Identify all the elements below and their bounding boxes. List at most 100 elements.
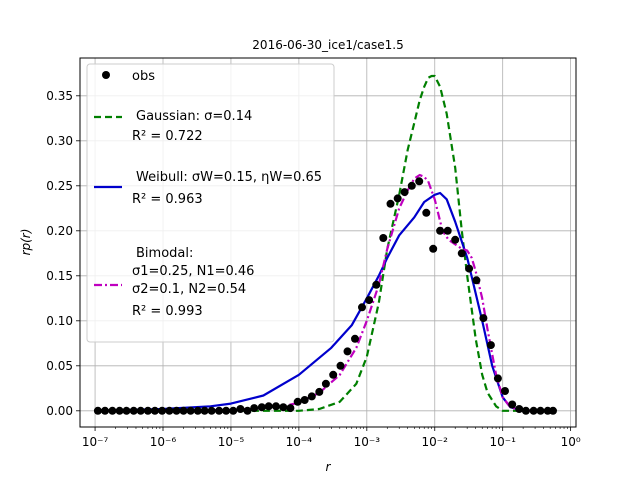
obs-point — [150, 406, 159, 415]
legend-label-bimodal-1: Bimodal: — [136, 246, 193, 261]
legend-label-bimodal-3: σ2=0.1, N2=0.54 — [132, 282, 246, 297]
obs-point — [143, 406, 152, 415]
obs-point — [300, 396, 309, 404]
plot-frame — [79, 57, 577, 428]
legend-label-bimodal-2: σ1=0.25, N1=0.46 — [132, 264, 254, 279]
obs-point — [315, 387, 324, 396]
legend-label-weibull-1: Weibull: σW=0.15, ηW=0.65 — [136, 170, 322, 185]
obs-point — [129, 406, 138, 415]
obs-point — [501, 387, 509, 395]
x-tick-label: 10⁻⁴ — [286, 435, 313, 449]
obs-point — [493, 374, 502, 383]
obs-point — [365, 296, 374, 305]
obs-point — [136, 406, 145, 415]
obs-point — [257, 403, 266, 412]
obs-point — [393, 194, 402, 203]
legend-label-bimodal-4: R² = 0.993 — [132, 304, 203, 319]
y-tick-label: 0.25 — [46, 179, 73, 193]
x-tick-label: 10⁻⁷ — [82, 435, 109, 449]
obs-point — [443, 226, 452, 235]
obs-point — [115, 406, 124, 415]
y-tick-label: 0.20 — [46, 224, 73, 238]
obs-point — [351, 334, 359, 343]
y-tick-label: 0.05 — [46, 359, 73, 373]
obs-point — [436, 226, 445, 235]
obs-point — [264, 402, 273, 411]
y-tick-label: 0.10 — [46, 314, 73, 328]
obs-point — [186, 406, 195, 415]
obs-point — [307, 392, 316, 401]
y-axis-label: rp(r) — [19, 229, 33, 256]
obs-point — [529, 406, 538, 415]
plot-series — [93, 74, 557, 415]
obs-point — [172, 406, 181, 415]
y-tick-label: 0.15 — [46, 269, 73, 283]
obs-point — [415, 177, 424, 186]
legend: obs Gaussian: σ=0.14 R² = 0.722 Weibull:… — [86, 63, 335, 343]
obs-point — [358, 303, 366, 312]
obs-point — [272, 402, 280, 411]
obs-point — [479, 314, 488, 323]
x-tick-label: 10⁻¹ — [489, 435, 516, 449]
obs-point — [222, 406, 231, 415]
obs-point — [93, 406, 102, 415]
obs-point — [165, 406, 174, 415]
x-tick-label: 10⁻³ — [354, 435, 381, 449]
obs-point — [215, 406, 224, 415]
obs-point — [279, 403, 288, 412]
obs-point — [321, 379, 330, 388]
obs-point — [372, 280, 381, 289]
y-tick-label: 0.00 — [46, 404, 73, 418]
obs-point — [243, 406, 252, 415]
chart-title: 2016-06-30_ice1/case1.5 — [252, 38, 403, 52]
obs-point — [236, 405, 245, 413]
obs-point — [336, 361, 345, 370]
obs-point — [286, 404, 295, 413]
obs-point — [521, 406, 530, 415]
x-tick-label: 10⁻² — [422, 435, 449, 449]
obs-point — [536, 406, 545, 415]
obs-point — [179, 406, 188, 415]
obs-point — [465, 264, 474, 273]
obs-point — [158, 406, 167, 415]
obs-point — [329, 370, 338, 379]
obs-point — [422, 208, 431, 217]
obs-point — [250, 404, 259, 413]
legend-label-gaussian-1: Gaussian: σ=0.14 — [136, 109, 252, 124]
obs-point — [379, 234, 388, 242]
obs-point — [193, 406, 202, 415]
series-line-bimodal — [97, 173, 553, 412]
x-tick-label: 10⁻⁶ — [150, 435, 177, 449]
legend-label-obs: obs — [132, 69, 155, 84]
y-tick-label: 0.30 — [46, 134, 73, 148]
obs-point — [386, 199, 395, 208]
obs-point — [407, 181, 416, 190]
axis-ticks: 10⁻⁷ 10⁻⁶ 10⁻⁵ 10⁻⁴ 10⁻³ 10⁻² 10⁻¹ 10⁰ 0.00 0.05 0… — [46, 89, 581, 449]
x-axis-label: r — [326, 460, 332, 474]
legend-marker-obs — [102, 71, 110, 79]
obs-point — [108, 406, 117, 415]
legend-label-gaussian-2: R² = 0.722 — [132, 129, 203, 144]
obs-point — [429, 244, 438, 253]
obs-point — [549, 406, 557, 415]
obs-point — [229, 406, 238, 415]
obs-point — [101, 406, 109, 415]
x-tick-label: 10⁰ — [561, 435, 581, 449]
obs-point — [200, 406, 209, 415]
obs-point — [508, 400, 517, 409]
legend-label-weibull-2: R² = 0.963 — [132, 192, 203, 207]
obs-point — [293, 397, 302, 406]
obs-point — [122, 406, 131, 415]
obs-point — [457, 249, 466, 258]
y-tick-label: 0.35 — [46, 89, 73, 103]
obs-point — [451, 235, 460, 244]
obs-point — [515, 405, 524, 413]
obs-point — [343, 347, 352, 356]
x-tick-label: 10⁻⁵ — [218, 435, 245, 449]
legend-box — [86, 63, 335, 343]
obs-point — [207, 406, 216, 415]
obs-point — [400, 188, 409, 197]
obs-point — [472, 276, 481, 285]
obs-point — [486, 341, 495, 350]
